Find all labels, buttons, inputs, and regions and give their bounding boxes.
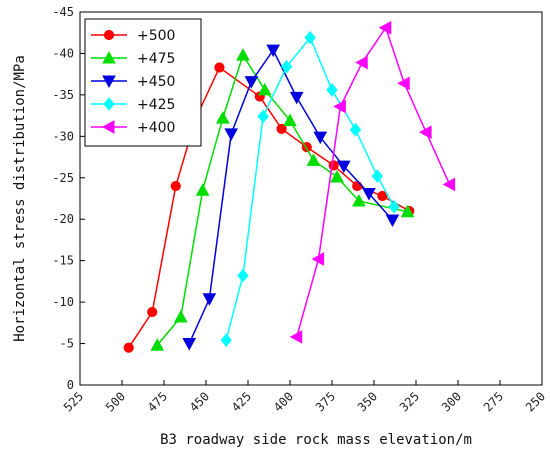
x-tick-label: 425	[229, 389, 254, 414]
data-point	[102, 75, 116, 89]
legend-item: +425	[91, 97, 175, 113]
data-point	[326, 83, 338, 97]
data-point	[244, 76, 259, 89]
data-point	[283, 113, 297, 127]
data-point	[304, 30, 316, 45]
data-point	[195, 183, 210, 196]
series-line	[188, 48, 394, 344]
data-point	[352, 193, 366, 207]
legend: +500 +475 +450 +425 +400	[84, 18, 202, 147]
data-point	[371, 169, 384, 183]
data-point	[377, 190, 388, 202]
series-400	[289, 20, 456, 344]
data-point	[328, 160, 339, 171]
legend-box	[84, 18, 202, 147]
y-axis-title: Horizontal stress distribution/MPa	[12, 55, 28, 342]
data-point	[388, 200, 400, 214]
data-point	[215, 111, 230, 124]
y-tick-label: -35	[52, 88, 74, 102]
data-point	[378, 20, 392, 35]
data-point	[306, 153, 321, 166]
data-point	[419, 125, 432, 140]
y-tick-label: -25	[52, 171, 74, 185]
legend-label: +475	[137, 51, 175, 67]
x-tick-label: 525	[61, 389, 86, 414]
data-point	[355, 55, 368, 70]
series-line	[295, 26, 451, 338]
data-point	[352, 180, 363, 192]
y-tick-label: -40	[52, 46, 74, 60]
data-point	[362, 188, 376, 201]
data-point	[349, 122, 362, 137]
data-point	[397, 76, 410, 91]
legend-label: +500	[137, 28, 175, 44]
data-point	[101, 120, 115, 134]
x-tick-label: 450	[187, 389, 212, 414]
data-point	[266, 44, 281, 58]
data-point	[442, 177, 456, 192]
series-500	[123, 62, 415, 353]
data-point	[123, 342, 134, 353]
x-tick-label: 275	[481, 389, 506, 414]
data-point	[220, 333, 232, 348]
legend-label: +450	[137, 74, 175, 90]
x-tick-label: 400	[271, 389, 296, 414]
data-point	[173, 309, 188, 323]
x-tick-label: 250	[523, 389, 548, 414]
data-point	[330, 169, 344, 183]
y-tick-label: 0	[67, 378, 74, 392]
y-tick-label: -10	[52, 295, 74, 309]
data-point	[202, 293, 217, 306]
plot-frame	[79, 11, 543, 386]
data-point	[311, 252, 325, 266]
data-point	[400, 204, 415, 218]
data-point	[147, 306, 158, 318]
y-tick-label: -15	[52, 254, 74, 268]
legend-label: +400	[137, 120, 175, 136]
series-425	[220, 30, 400, 348]
data-point	[103, 29, 115, 41]
data-point	[280, 59, 293, 74]
legend-item: +500	[91, 28, 175, 44]
data-point	[257, 109, 269, 124]
series-450	[182, 44, 400, 351]
x-tick-label: 375	[313, 389, 338, 414]
data-point	[170, 180, 181, 192]
legend-item: +400	[91, 120, 175, 136]
data-point	[333, 99, 346, 114]
axes	[79, 11, 543, 386]
legend-label: +425	[137, 97, 175, 113]
data-point	[182, 338, 197, 351]
y-tick-label: -5	[60, 337, 74, 351]
x-tick-label: 475	[145, 389, 170, 414]
x-tick-label: 325	[397, 389, 422, 414]
x-tick-label: 300	[439, 389, 464, 414]
data-point	[289, 91, 304, 105]
data-point	[313, 131, 328, 145]
legend-item: +450	[91, 74, 175, 90]
data-point	[102, 50, 116, 64]
data-point	[103, 97, 115, 111]
y-tick-label: -20	[52, 212, 74, 226]
data-point	[336, 160, 351, 174]
data-point	[257, 82, 272, 96]
x-axis-title: B3 roadway side rock mass elevation/m	[160, 432, 472, 448]
y-tick-label: -30	[52, 129, 74, 143]
data-point	[224, 128, 239, 141]
data-point	[150, 338, 165, 351]
data-point	[237, 268, 249, 283]
data-point	[385, 214, 400, 228]
x-tick-label: 500	[103, 389, 128, 414]
data-point	[236, 48, 250, 61]
series-group	[123, 20, 456, 353]
data-point	[289, 330, 303, 344]
legend-item: +475	[91, 50, 175, 67]
data-point	[276, 123, 287, 134]
y-tick-label: -45	[52, 5, 74, 19]
series-475	[150, 48, 415, 351]
x-tick-label: 350	[355, 389, 380, 414]
data-point	[214, 62, 225, 73]
